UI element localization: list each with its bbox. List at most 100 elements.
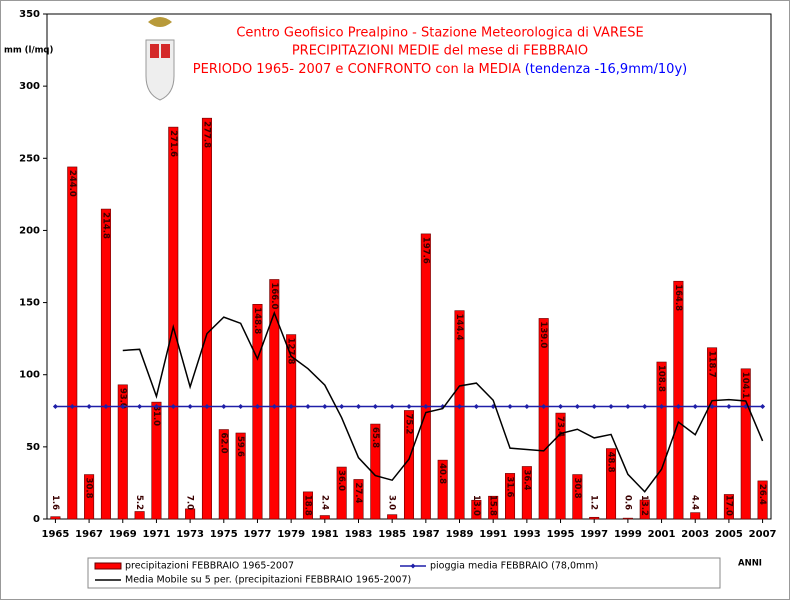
marker bbox=[204, 403, 210, 409]
title-line: Centro Geofisico Prealpino - Stazione Me… bbox=[236, 26, 643, 41]
marker bbox=[372, 403, 378, 409]
marker bbox=[86, 403, 92, 409]
value-label: 81.0 bbox=[151, 405, 161, 426]
value-label: 197.6 bbox=[420, 237, 430, 264]
value-label: 104.1 bbox=[740, 372, 750, 399]
marker bbox=[271, 403, 277, 409]
marker bbox=[692, 403, 698, 409]
value-label: 127.8 bbox=[286, 338, 296, 365]
marker bbox=[288, 403, 294, 409]
legend-swatch bbox=[94, 562, 122, 570]
marker bbox=[170, 403, 176, 409]
bar bbox=[302, 491, 313, 520]
x-tick-label: 2007 bbox=[749, 529, 777, 540]
value-label: 73.4 bbox=[555, 416, 565, 437]
bar bbox=[319, 515, 330, 520]
marker bbox=[120, 403, 126, 409]
x-tick-label: 1971 bbox=[143, 529, 171, 540]
marker bbox=[153, 403, 159, 409]
y-tick-label: 300 bbox=[19, 81, 40, 92]
value-label: 118.7 bbox=[707, 351, 717, 378]
value-label: 40.8 bbox=[437, 463, 447, 484]
bar bbox=[488, 495, 499, 520]
marker bbox=[305, 403, 311, 409]
y-tick-label: 150 bbox=[19, 298, 40, 309]
bar bbox=[740, 368, 751, 520]
marker bbox=[642, 403, 648, 409]
title-line: PRECIPITAZIONI MEDIE del mese di FEBBRAI… bbox=[292, 44, 588, 59]
bar bbox=[723, 494, 734, 520]
marker bbox=[675, 403, 681, 409]
emblem bbox=[145, 17, 175, 101]
marker bbox=[507, 403, 513, 409]
legend-label: pioggia media FEBBRAIO (78,0mm) bbox=[430, 561, 598, 572]
x-tick-label: 1997 bbox=[580, 529, 608, 540]
value-label: 65.8 bbox=[370, 427, 380, 448]
line bbox=[122, 310, 764, 493]
value-label: 271.6 bbox=[168, 130, 178, 157]
marker bbox=[457, 403, 463, 409]
bar bbox=[437, 459, 448, 520]
value-label: 5.2 bbox=[134, 495, 144, 510]
value-label: 148.8 bbox=[252, 307, 262, 334]
value-label: 30.8 bbox=[572, 478, 582, 499]
value-label: 164.8 bbox=[673, 284, 683, 311]
marker bbox=[423, 403, 429, 409]
marker bbox=[406, 403, 412, 409]
value-label: 13.0 bbox=[471, 495, 481, 516]
bar bbox=[656, 361, 667, 520]
bar bbox=[690, 512, 701, 520]
bar bbox=[235, 432, 246, 520]
bar bbox=[168, 126, 179, 520]
x-tick-label: 1989 bbox=[446, 529, 474, 540]
marker bbox=[524, 403, 530, 409]
value-label: 244.0 bbox=[67, 170, 77, 197]
bar bbox=[757, 480, 768, 520]
bar bbox=[707, 347, 718, 520]
y-tick-label: 100 bbox=[19, 370, 40, 381]
bar bbox=[606, 448, 617, 520]
x-tick-label: 1993 bbox=[513, 529, 541, 540]
marker bbox=[558, 403, 564, 409]
value-label: 1.2 bbox=[589, 495, 599, 510]
value-label: 27.4 bbox=[353, 482, 363, 503]
bar bbox=[252, 304, 263, 520]
value-label: 139.0 bbox=[538, 321, 548, 348]
marker bbox=[709, 403, 715, 409]
value-label: 26.4 bbox=[757, 484, 767, 505]
bar bbox=[622, 517, 633, 520]
subtitle: PERIODO 1965- 2007 e CONFRONTO con la ME… bbox=[193, 62, 687, 77]
bar bbox=[50, 516, 61, 520]
value-label: 214.8 bbox=[100, 212, 110, 239]
bar bbox=[387, 514, 398, 520]
marker bbox=[221, 403, 227, 409]
value-label: 48.8 bbox=[606, 452, 616, 473]
x-tick-label: 2005 bbox=[715, 529, 743, 540]
marker bbox=[137, 403, 143, 409]
value-label: 75.2 bbox=[404, 413, 414, 434]
bar bbox=[505, 473, 516, 520]
x-tick-label: 1969 bbox=[109, 529, 137, 540]
value-label: 17.0 bbox=[723, 495, 733, 516]
value-label: 7.0 bbox=[185, 495, 195, 510]
value-label: 15.8 bbox=[488, 495, 498, 516]
x-tick-label: 1975 bbox=[210, 529, 238, 540]
period: PERIODO 1965- 2007 e CONFRONTO con la ME… bbox=[193, 62, 521, 77]
value-label: 18.8 bbox=[302, 495, 312, 516]
y-tick-label: 250 bbox=[19, 153, 40, 164]
marker bbox=[574, 403, 580, 409]
bar bbox=[201, 117, 212, 520]
x-tick-label: 1967 bbox=[75, 529, 103, 540]
x-tick-label: 1979 bbox=[277, 529, 305, 540]
y-tick-label: 50 bbox=[26, 442, 40, 453]
bar bbox=[286, 334, 297, 520]
marker bbox=[591, 403, 597, 409]
bar bbox=[117, 384, 128, 520]
bar bbox=[538, 318, 549, 520]
value-label: 166.0 bbox=[269, 282, 279, 309]
y-axis-label: mm (l/mq) bbox=[4, 46, 54, 56]
marker bbox=[339, 403, 345, 409]
x-tick-label: 1999 bbox=[614, 529, 642, 540]
bar bbox=[134, 511, 145, 520]
